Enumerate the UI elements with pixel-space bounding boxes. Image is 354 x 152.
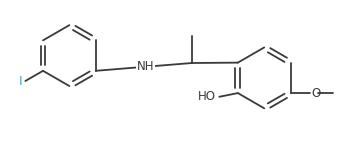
Text: O: O [312, 87, 321, 100]
Text: I: I [19, 74, 22, 88]
Text: HO: HO [198, 90, 216, 103]
Text: NH: NH [137, 60, 154, 73]
